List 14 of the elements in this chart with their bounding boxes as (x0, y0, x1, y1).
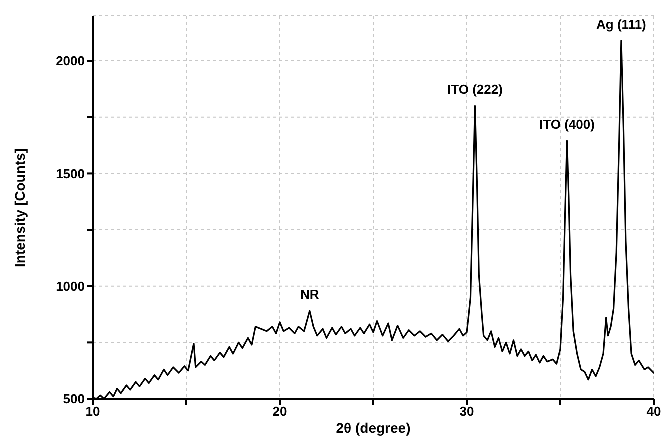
x-axis-title: 2θ (degree) (336, 420, 411, 436)
y-tick-label: 500 (63, 392, 85, 407)
x-tick-label: 20 (272, 404, 288, 420)
x-tick-label: 40 (646, 404, 662, 420)
y-tick-label: 1500 (56, 166, 85, 182)
annotation: ITO (400) (540, 117, 595, 132)
y-tick-label: 2000 (56, 54, 85, 69)
x-tick-label: 30 (460, 404, 474, 420)
x-tick-label: 10 (86, 404, 100, 420)
annotation: Ag (111) (596, 16, 646, 32)
annotation: NR (300, 287, 320, 302)
y-tick-label: 1000 (56, 278, 85, 294)
y-axis-title: Intensity [Counts] (12, 148, 28, 268)
annotation: ITO (222) (448, 82, 503, 98)
